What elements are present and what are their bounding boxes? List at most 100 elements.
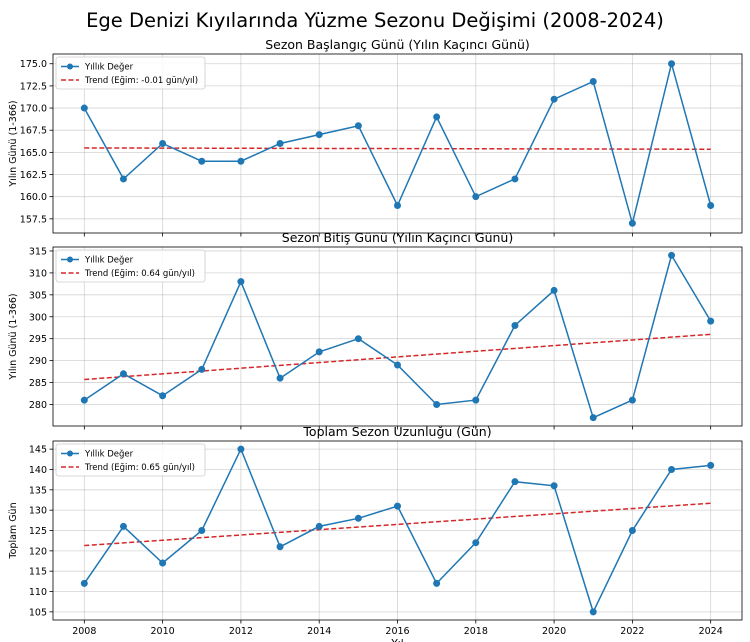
legend-series-marker	[67, 256, 73, 263]
x-tick-label: 2012	[229, 626, 253, 637]
data-point	[80, 104, 88, 112]
data-point	[198, 527, 206, 534]
y-tick-label: 160.0	[20, 192, 47, 203]
data-point	[315, 131, 323, 139]
y-tick-label: 115	[29, 567, 47, 578]
y-tick-label: 172.5	[20, 81, 47, 92]
y-tick-label: 175.0	[20, 59, 47, 70]
data-point	[119, 370, 127, 378]
data-point	[707, 317, 715, 325]
panel-title: Sezon Bitiş Günü (Yılın Kaçıncı Günü)	[282, 230, 513, 245]
data-point	[472, 396, 480, 404]
data-point	[394, 202, 401, 210]
data-point	[315, 348, 323, 356]
legend-trend-label: Trend (Eğim: 0.64 gün/yıl)	[84, 269, 195, 279]
data-point	[80, 579, 88, 587]
data-point	[511, 322, 519, 330]
data-point	[628, 396, 636, 404]
x-tick-label: 2010	[151, 626, 175, 637]
legend-box	[55, 443, 206, 477]
x-tick-label: 2008	[72, 626, 96, 637]
y-tick-label: 162.5	[20, 170, 47, 181]
y-tick-label: 280	[29, 400, 47, 411]
data-point	[80, 396, 88, 404]
y-tick-label: 157.5	[20, 214, 47, 225]
data-point	[628, 527, 636, 534]
y-tick-label: 130	[29, 506, 47, 517]
y-tick-label: 167.5	[20, 126, 47, 137]
axes-frame	[52, 53, 743, 234]
legend-series-label: Yıllık Değer	[84, 63, 134, 73]
data-point	[237, 278, 245, 286]
trend-line	[84, 147, 711, 151]
y-tick-label: 105	[29, 607, 47, 618]
panels: Sezon Başlangıç Günü (Yılın Kaçıncı Günü…	[8, 37, 743, 642]
data-point	[511, 175, 519, 183]
x-axis-label: Yıl	[390, 638, 403, 642]
legend-series-marker	[67, 63, 73, 70]
data-point	[668, 465, 676, 473]
data-point	[394, 361, 401, 369]
data-point	[237, 445, 245, 453]
legend-series-label: Yıllık Değer	[84, 450, 134, 460]
axes-frame	[52, 246, 743, 427]
data-point	[354, 514, 362, 522]
y-tick-label: 305	[29, 290, 47, 301]
y-tick-label: 315	[29, 246, 47, 257]
data-point	[472, 539, 480, 547]
data-point	[159, 559, 167, 567]
y-tick-label: 170.0	[20, 104, 47, 115]
data-point	[589, 608, 597, 616]
data-point	[550, 286, 558, 294]
x-tick-label: 2016	[385, 626, 409, 637]
x-tick-label: 2024	[699, 626, 723, 637]
legend-box	[55, 56, 206, 90]
data-point	[550, 95, 558, 103]
y-tick-label: 125	[29, 526, 47, 537]
axes-frame	[52, 440, 743, 621]
figure-title: Ege Denizi Kıyılarında Yüzme Sezonu Deği…	[86, 9, 664, 32]
data-point	[237, 157, 245, 165]
data-point	[472, 193, 480, 201]
data-point	[550, 482, 558, 490]
x-tick-label: 2022	[620, 626, 644, 637]
y-tick-label: 120	[29, 546, 47, 557]
data-point	[198, 365, 206, 373]
chart-panel-1: Sezon Başlangıç Günü (Yılın Kaçıncı Günü…	[8, 37, 743, 237]
data-point	[315, 522, 323, 530]
y-tick-label: 110	[29, 587, 47, 598]
data-point	[589, 77, 597, 85]
data-point	[668, 60, 676, 68]
chart-panel-3: Toplam Sezon Uzunluğu (Gün) 105 110 115 120 1…	[8, 424, 743, 642]
legend-series-label: Yıllık Değer	[84, 256, 134, 266]
data-point	[198, 157, 206, 165]
data-point	[433, 401, 441, 409]
y-axis-label: Yılın Günü (1-366)	[8, 293, 19, 380]
legend-trend-label: Trend (Eğim: 0.65 gün/yıl)	[84, 463, 195, 473]
legend-trend-label: Trend (Eğim: -0.01 gün/yıl)	[84, 76, 198, 86]
legend: Yıllık Değer Trend (Eğim: 0.65 gün/yıl)	[55, 443, 206, 477]
data-point	[276, 140, 284, 147]
data-point	[354, 335, 362, 343]
y-tick-label: 140	[29, 465, 47, 476]
x-tick-label: 2014	[307, 626, 331, 637]
data-point	[276, 374, 284, 382]
data-point	[433, 579, 441, 587]
chart-panel-2: Sezon Bitiş Günü (Yılın Kaçıncı Günü) 280…	[8, 230, 743, 430]
data-point	[394, 502, 401, 510]
y-tick-label: 290	[29, 356, 47, 367]
legend: Yıllık Değer Trend (Eğim: 0.64 gün/yıl)	[55, 249, 206, 283]
data-point	[511, 478, 519, 486]
y-tick-label: 285	[29, 378, 47, 389]
data-point	[589, 414, 597, 422]
legend-series-marker	[67, 450, 73, 457]
legend-box	[55, 249, 206, 283]
panel-title: Sezon Başlangıç Günü (Yılın Kaçıncı Günü…	[265, 37, 530, 52]
data-point	[159, 140, 167, 147]
data-point	[276, 543, 284, 551]
y-axis-label: Yılın Günü (1-366)	[8, 100, 19, 187]
data-point	[159, 392, 167, 400]
data-point	[433, 113, 441, 121]
y-tick-label: 145	[29, 445, 47, 456]
data-point	[707, 461, 715, 469]
